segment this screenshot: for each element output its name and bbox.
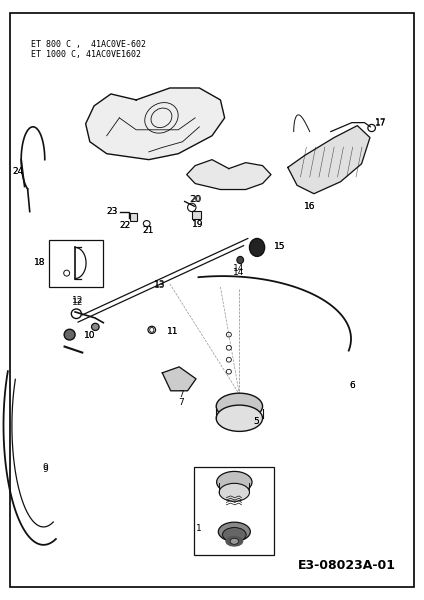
Text: 10: 10 — [84, 331, 95, 340]
Text: 17: 17 — [375, 119, 387, 128]
Text: 23: 23 — [106, 207, 117, 216]
Polygon shape — [288, 125, 370, 194]
Text: 1: 1 — [196, 524, 202, 533]
Text: 15: 15 — [274, 242, 286, 251]
Ellipse shape — [237, 256, 244, 263]
Text: 16: 16 — [304, 202, 315, 211]
Ellipse shape — [216, 393, 262, 419]
Text: 21: 21 — [142, 226, 153, 235]
Text: 23: 23 — [106, 207, 117, 216]
Text: 6: 6 — [349, 381, 355, 390]
Ellipse shape — [64, 329, 75, 340]
Polygon shape — [162, 367, 196, 391]
Ellipse shape — [223, 527, 246, 542]
Ellipse shape — [230, 538, 239, 544]
Bar — [49, 240, 103, 287]
Text: 24: 24 — [13, 167, 24, 176]
Text: ET 1000 C, 41AC0VE1602: ET 1000 C, 41AC0VE1602 — [31, 50, 141, 59]
Text: 22: 22 — [119, 221, 131, 230]
Bar — [130, 214, 137, 221]
Text: 14: 14 — [233, 264, 244, 273]
Text: 17: 17 — [375, 118, 387, 127]
Ellipse shape — [249, 238, 265, 256]
Text: 13: 13 — [153, 280, 165, 289]
Text: 21: 21 — [142, 226, 153, 235]
Text: 11: 11 — [167, 327, 178, 336]
Text: 7: 7 — [179, 390, 184, 399]
Polygon shape — [226, 536, 243, 546]
Text: 20: 20 — [190, 194, 201, 203]
Text: 19: 19 — [192, 220, 204, 229]
Polygon shape — [86, 88, 225, 160]
Text: 19: 19 — [192, 220, 204, 229]
Text: 20: 20 — [190, 195, 201, 204]
Text: 18: 18 — [33, 259, 45, 268]
Text: 11: 11 — [167, 327, 178, 336]
Text: 7: 7 — [179, 398, 184, 407]
Text: 9: 9 — [43, 464, 48, 473]
Ellipse shape — [217, 472, 252, 493]
Ellipse shape — [92, 323, 99, 331]
Text: 22: 22 — [119, 221, 131, 230]
Ellipse shape — [216, 405, 262, 431]
Ellipse shape — [219, 484, 249, 501]
Text: 10: 10 — [84, 331, 95, 340]
Text: 24: 24 — [13, 167, 24, 176]
Ellipse shape — [218, 522, 250, 541]
Text: 16: 16 — [304, 202, 315, 211]
Text: 18: 18 — [33, 259, 45, 268]
Text: 1: 1 — [196, 524, 202, 533]
Text: 12: 12 — [73, 296, 84, 305]
Polygon shape — [187, 160, 271, 190]
Bar — [194, 467, 274, 555]
Text: 15: 15 — [274, 242, 286, 251]
Text: 12: 12 — [73, 298, 84, 307]
Text: 13: 13 — [153, 281, 165, 290]
Text: ET 800 C ,  41AC0VE-602: ET 800 C , 41AC0VE-602 — [31, 40, 146, 49]
Text: 14: 14 — [233, 268, 244, 277]
Text: 6: 6 — [349, 381, 355, 390]
Text: 5: 5 — [253, 418, 259, 427]
Bar — [192, 211, 201, 220]
Text: E3-08023A-01: E3-08023A-01 — [298, 559, 396, 572]
Text: 9: 9 — [43, 463, 48, 472]
Text: 5: 5 — [253, 418, 259, 427]
